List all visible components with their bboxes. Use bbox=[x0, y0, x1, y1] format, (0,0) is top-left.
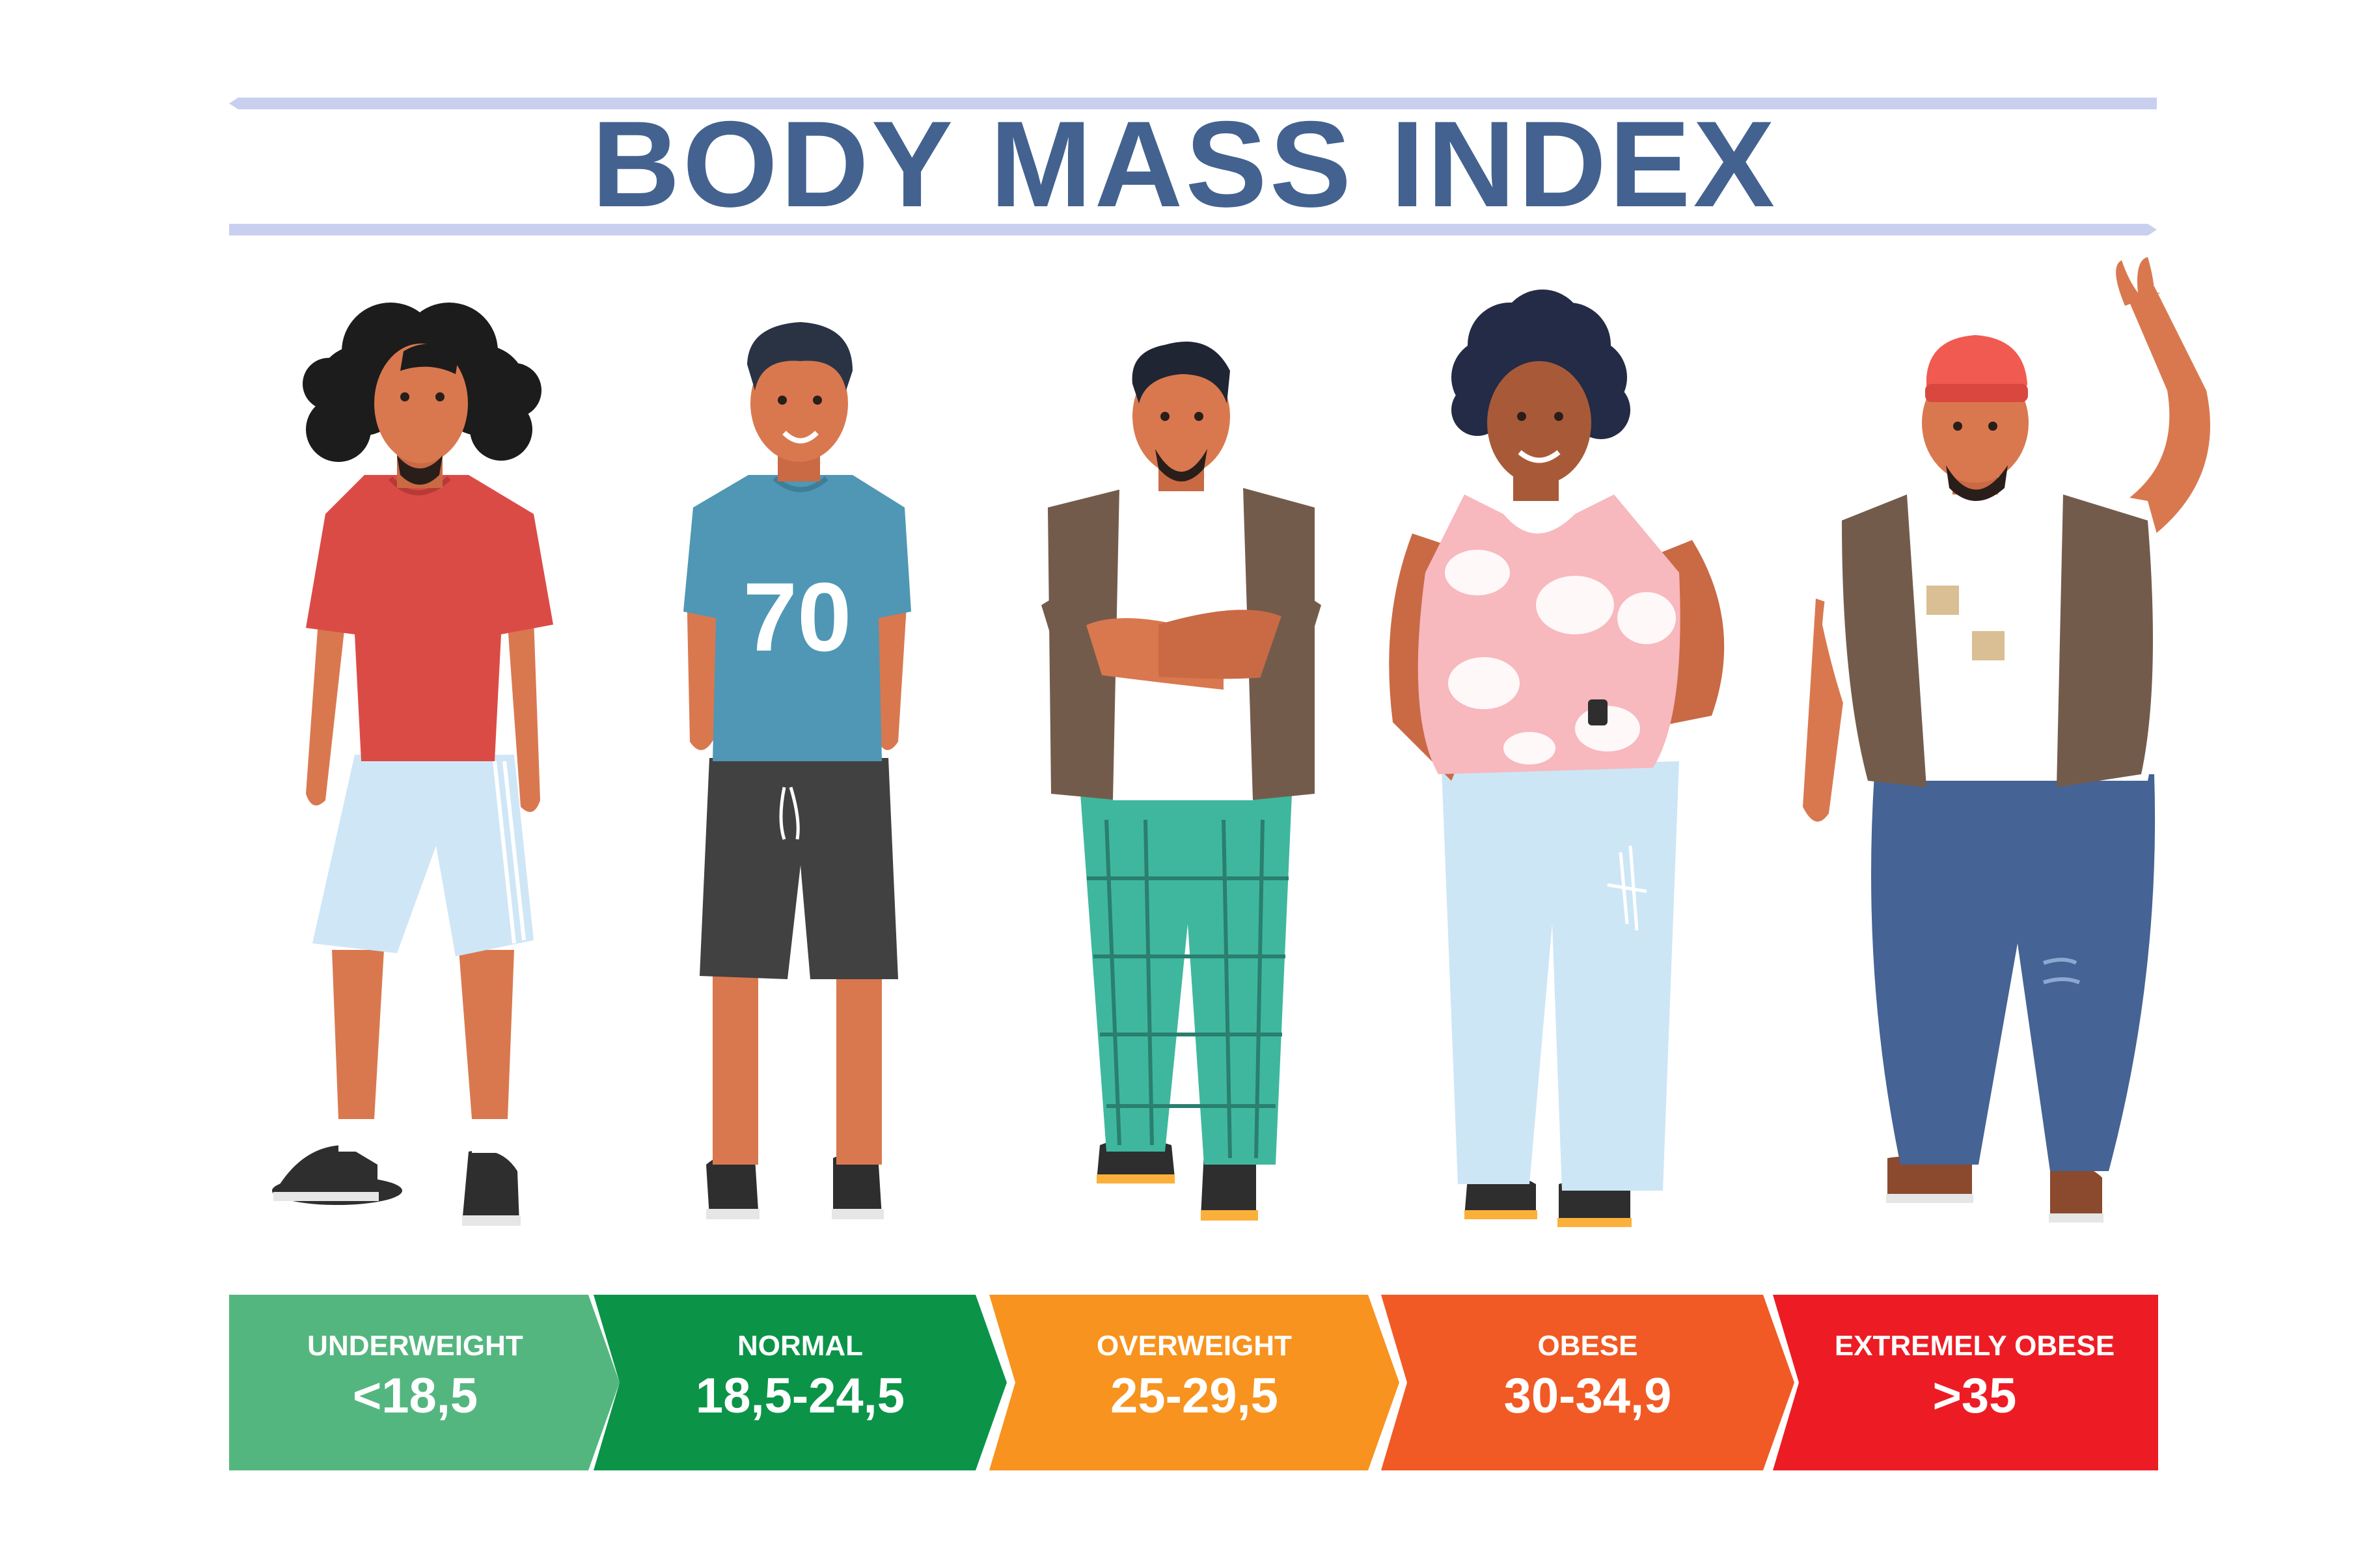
category-underweight: UNDERWEIGHT <18,5 bbox=[229, 1295, 620, 1470]
category-normal: NORMAL 18,5-24,5 bbox=[594, 1295, 1007, 1470]
category-label: EXTREMELY OBESE bbox=[1834, 1330, 2115, 1362]
category-normal-chevron bbox=[594, 1295, 1007, 1470]
category-obese-chevron bbox=[1381, 1295, 1794, 1470]
category-range: 25-29,5 bbox=[1110, 1368, 1278, 1424]
category-overweight-chevron bbox=[989, 1295, 1399, 1470]
category-range: 18,5-24,5 bbox=[695, 1368, 905, 1424]
page-title: BODY MASS INDEX bbox=[592, 96, 1777, 232]
category-overweight: OVERWEIGHT 25-29,5 bbox=[989, 1295, 1399, 1470]
category-label: OBESE bbox=[1537, 1330, 1638, 1362]
category-underweight-chevron bbox=[229, 1295, 620, 1470]
figure-overweight-man bbox=[1041, 342, 1321, 1221]
category-extremely-obese-chevron bbox=[1773, 1295, 2158, 1470]
category-obese: OBESE 30-34,9 bbox=[1381, 1295, 1794, 1470]
category-extremely-obese: EXTREMELY OBESE >35 bbox=[1773, 1295, 2158, 1470]
category-range: 30-34,9 bbox=[1503, 1368, 1672, 1424]
category-range: <18,5 bbox=[352, 1368, 478, 1424]
figure-extremely-obese-man bbox=[1803, 257, 2210, 1223]
figure-underweight-man bbox=[272, 303, 553, 1226]
category-range: >35 bbox=[1932, 1368, 2017, 1424]
title-rule-top bbox=[229, 98, 2157, 109]
title-rule-bottom bbox=[229, 224, 2157, 236]
category-label: NORMAL bbox=[737, 1330, 864, 1362]
category-label: OVERWEIGHT bbox=[1097, 1330, 1292, 1362]
figure-obese-man bbox=[1389, 290, 1725, 1227]
figure-normal-man: 70 bbox=[683, 322, 911, 1219]
category-label: UNDERWEIGHT bbox=[307, 1330, 523, 1362]
shirt-number: 70 bbox=[743, 562, 852, 671]
